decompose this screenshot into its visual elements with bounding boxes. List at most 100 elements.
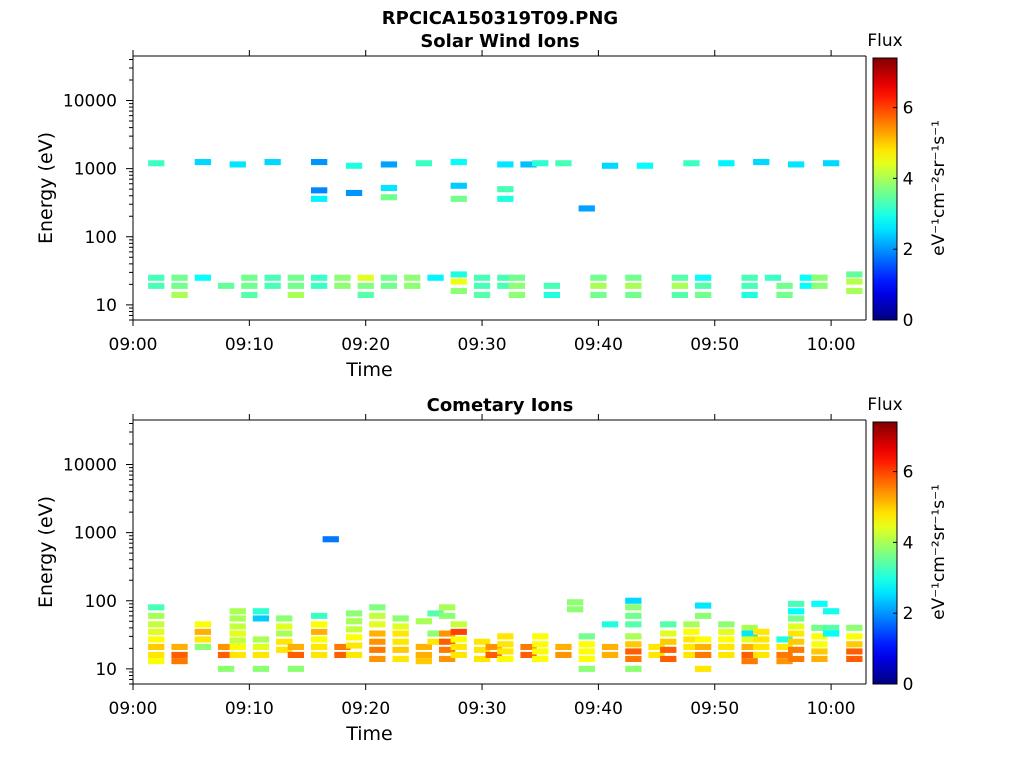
heatmap-cell	[578, 633, 595, 640]
heatmap-cell	[508, 282, 526, 289]
heatmap-cell	[497, 186, 514, 193]
heatmap-cell	[497, 161, 514, 168]
panel2-y-axis-label: Energy (eV)	[35, 496, 57, 608]
heatmap-cell	[578, 665, 595, 672]
heatmap-cell	[311, 643, 328, 650]
heatmap-cell	[590, 274, 607, 281]
heatmap-cell	[497, 195, 514, 202]
heatmap-cell	[311, 195, 328, 202]
heatmap-cell	[741, 630, 758, 637]
heatmap-cell	[334, 643, 351, 650]
heatmap-cell	[148, 612, 165, 619]
panel2-colorbar	[872, 421, 898, 685]
colorbar-tick-label: 4	[903, 169, 914, 189]
heatmap-cell	[380, 194, 398, 201]
heatmap-cell	[450, 278, 467, 285]
heatmap-cell	[532, 641, 549, 648]
heatmap-cell	[415, 658, 432, 665]
heatmap-cell	[625, 633, 642, 640]
heatmap-cell	[497, 282, 514, 289]
heatmap-cell	[473, 638, 491, 645]
heatmap-cell	[497, 655, 514, 662]
heatmap-cell	[823, 608, 840, 615]
heatmap-cell	[660, 630, 677, 637]
heatmap-cell	[578, 641, 595, 648]
heatmap-cell	[311, 628, 328, 635]
heatmap-cell	[753, 651, 770, 658]
panel2-colorbar-title: Flux	[867, 395, 902, 415]
heatmap-cell	[171, 291, 188, 298]
heatmap-cell	[846, 271, 863, 278]
figure-title: RPCICA150319T09.PNG	[382, 8, 618, 29]
heatmap-cell	[741, 282, 758, 289]
heatmap-cell	[625, 274, 642, 281]
heatmap-cell	[252, 615, 270, 622]
heatmap-cell	[229, 651, 246, 658]
heatmap-cell	[345, 634, 363, 641]
heatmap-cell	[671, 291, 688, 298]
heatmap-cell	[380, 161, 398, 168]
heatmap-cell	[648, 643, 665, 650]
heatmap-cell	[788, 646, 805, 653]
heatmap-cell	[695, 651, 712, 658]
heatmap-cell	[555, 160, 572, 167]
heatmap-cell	[776, 636, 793, 643]
heatmap-cell	[625, 655, 642, 662]
heatmap-cell	[369, 612, 386, 619]
heatmap-cell	[555, 651, 572, 658]
heatmap-cell	[427, 638, 444, 645]
heatmap-cell	[241, 291, 258, 298]
heatmap-cell	[427, 274, 444, 281]
heatmap-cell	[718, 160, 735, 167]
y-tick-label: 100	[85, 592, 117, 612]
heatmap-cell	[683, 651, 700, 658]
heatmap-cell	[625, 597, 642, 604]
heatmap-cell	[741, 274, 758, 281]
heatmap-cell	[194, 274, 211, 281]
heatmap-cell	[287, 643, 304, 650]
heatmap-cell	[450, 159, 467, 166]
heatmap-cell	[252, 608, 270, 615]
heatmap-cell	[811, 274, 828, 281]
heatmap-cell	[276, 623, 293, 630]
heatmap-cell	[776, 658, 793, 665]
heatmap-cell	[229, 623, 246, 630]
heatmap-cell	[695, 665, 712, 672]
panel1-x-axis-label: Time	[345, 359, 393, 381]
heatmap-cell	[741, 651, 758, 658]
heatmap-cell	[695, 612, 712, 619]
heatmap-cell	[148, 160, 165, 167]
heatmap-cell	[194, 643, 211, 650]
heatmap-cell	[718, 651, 735, 658]
y-tick-label: 10	[95, 296, 117, 316]
heatmap-cell	[252, 636, 270, 643]
x-tick-label: 09:50	[690, 335, 739, 355]
heatmap-cell	[811, 633, 828, 640]
x-tick-label: 09:10	[225, 699, 274, 719]
heatmap-cell	[764, 274, 782, 281]
heatmap-cell	[171, 658, 188, 665]
heatmap-cell	[648, 651, 665, 658]
panel1-colorbar-units: eV⁻¹cm⁻²sr⁻¹s⁻¹	[929, 120, 949, 256]
heatmap-cell	[392, 655, 409, 662]
heatmap-cell	[846, 287, 863, 294]
y-tick-label: 1000	[74, 524, 117, 544]
heatmap-cell	[217, 665, 235, 672]
heatmap-cell	[345, 651, 363, 658]
panel1-colorbar	[872, 57, 898, 321]
heatmap-cell	[311, 621, 328, 628]
heatmap-cell	[392, 615, 409, 622]
heatmap-cell	[345, 642, 363, 649]
heatmap-cell	[695, 274, 712, 281]
heatmap-cell	[473, 282, 491, 289]
heatmap-cell	[439, 638, 456, 645]
heatmap-cell	[753, 159, 770, 166]
heatmap-cell	[311, 636, 328, 643]
heatmap-cell	[369, 638, 386, 645]
heatmap-cell	[625, 604, 642, 611]
colorbar-tick-label: 2	[903, 240, 914, 260]
heatmap-cell	[450, 287, 467, 294]
heatmap-cell	[217, 651, 235, 658]
heatmap-cell	[753, 636, 770, 643]
colorbar-tick-label: 6	[903, 99, 914, 119]
